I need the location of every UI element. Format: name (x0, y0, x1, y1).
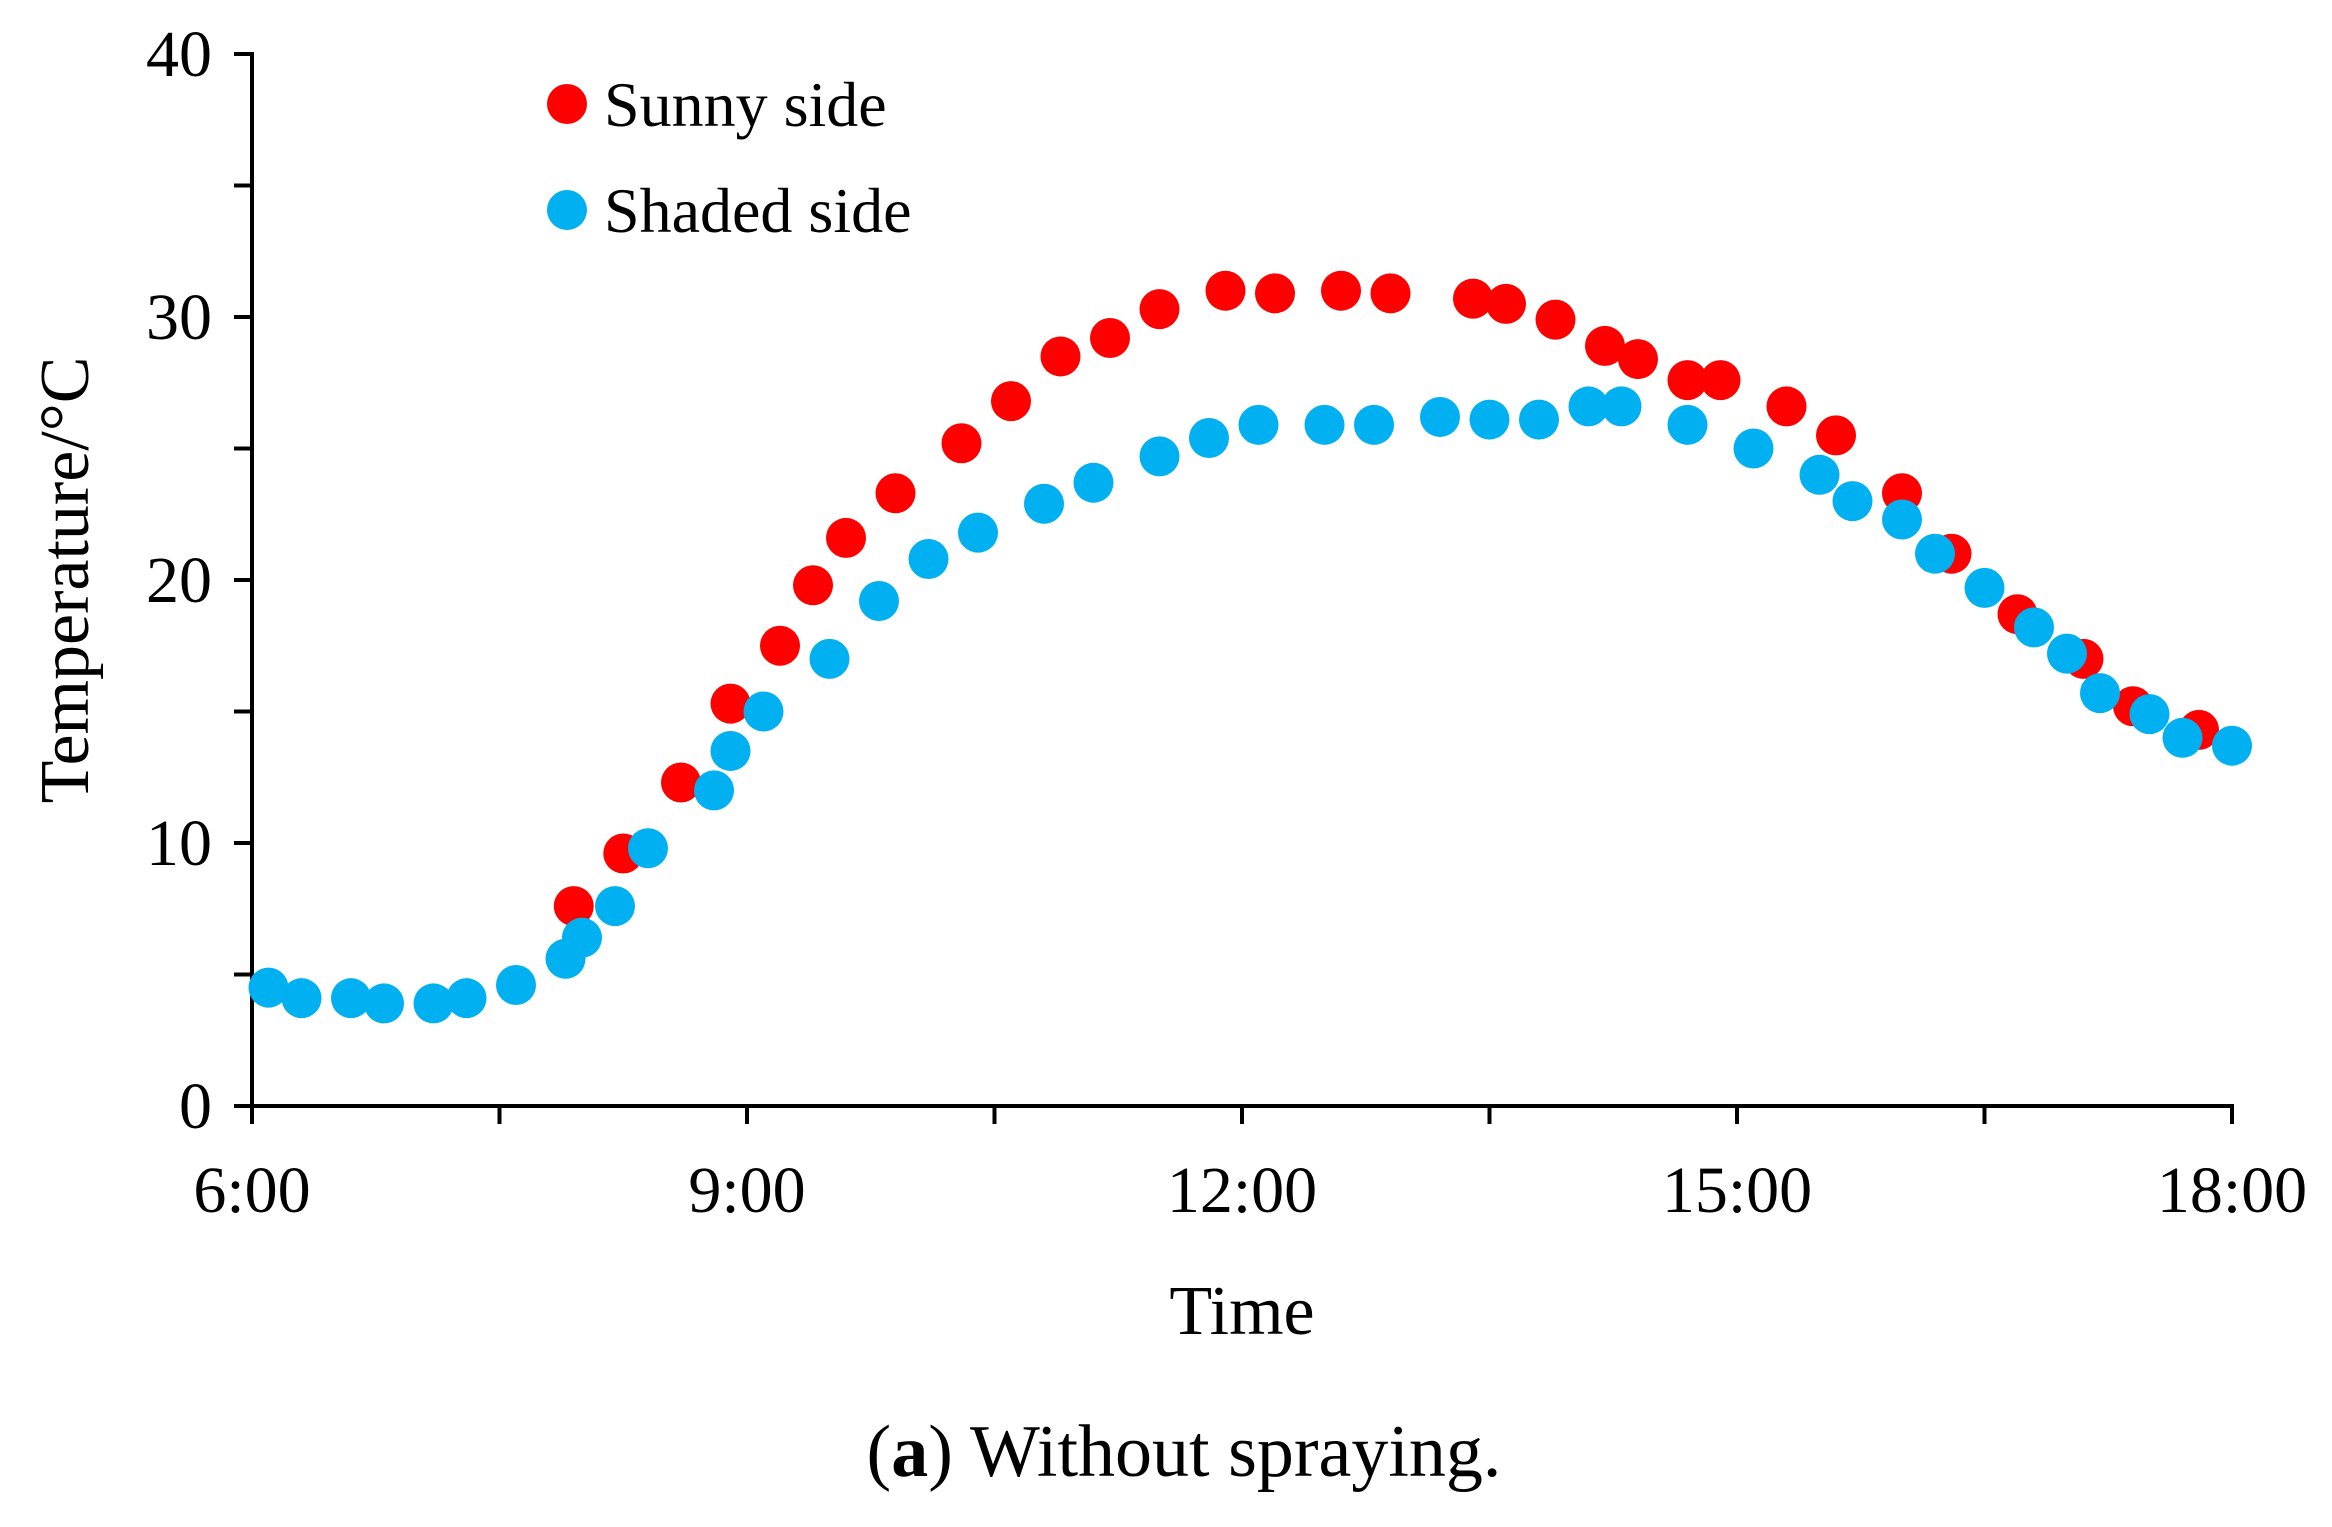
data-point (446, 978, 487, 1019)
data-point (743, 691, 784, 732)
data-point (1915, 533, 1955, 574)
data-point (1832, 481, 1873, 522)
data-point (694, 770, 734, 811)
data-point (2129, 694, 2170, 735)
legend-marker (547, 190, 587, 230)
data-point (1040, 336, 1081, 377)
data-point (1304, 404, 1345, 445)
data-point (1205, 270, 1246, 311)
data-point (496, 965, 536, 1006)
tick-labels: 0 10 20 30 40 6:00 9:00 12:00 15:00 18:00 (146, 18, 2307, 1227)
data-point (1255, 273, 1295, 314)
data-point (710, 730, 751, 771)
data-point (2047, 633, 2087, 674)
data-point (553, 886, 594, 927)
data-point (1667, 404, 1708, 445)
data-point (809, 638, 850, 679)
data-point (908, 538, 949, 579)
data-point (1535, 299, 1576, 340)
data-point (1519, 399, 1559, 440)
x-tick-label: 15:00 (1662, 1154, 1812, 1227)
data-point (1073, 462, 1114, 503)
caption-text: Without spraying. (953, 1411, 1502, 1493)
data-point (1733, 428, 1774, 469)
data-point (826, 517, 866, 558)
caption-open-paren: ( (867, 1411, 892, 1493)
data-point (710, 683, 751, 724)
x-tick-label: 18:00 (2157, 1154, 2307, 1227)
data-point (1816, 415, 1856, 456)
data-point (875, 473, 916, 514)
legend-label: Sunny side (604, 69, 887, 140)
data-point (1568, 386, 1609, 427)
data-point (991, 381, 1031, 422)
data-point (1139, 289, 1180, 330)
x-tick-label: 6:00 (193, 1154, 310, 1227)
legend-label: Shaded side (604, 175, 912, 246)
data-point (1618, 339, 1658, 380)
data-point (859, 581, 899, 622)
data-point (1090, 318, 1130, 359)
caption-letter: a (891, 1411, 928, 1493)
x-axis-title: Time (1169, 1273, 1314, 1350)
data-series (248, 270, 2252, 1024)
data-point (281, 978, 322, 1019)
y-tick-label: 40 (146, 18, 212, 91)
data-point (595, 886, 635, 927)
data-point (1882, 499, 1922, 540)
data-point (628, 828, 668, 869)
axes (234, 52, 2234, 1124)
y-tick-label: 20 (146, 544, 212, 617)
data-point (1420, 396, 1460, 437)
data-point (2080, 673, 2120, 714)
data-point (793, 565, 833, 606)
data-point (1601, 386, 1642, 427)
data-point (413, 983, 454, 1024)
data-point (1370, 273, 1411, 314)
data-point (1238, 404, 1279, 445)
data-point (941, 423, 982, 464)
data-point (1354, 404, 1394, 445)
data-point (760, 625, 800, 666)
figure-caption: (a) Without spraying. (867, 1411, 1502, 1493)
data-point (1700, 360, 1741, 401)
data-point (1139, 436, 1180, 477)
data-point (248, 967, 289, 1008)
data-point (1453, 278, 1493, 319)
x-tick-label: 12:00 (1167, 1154, 1317, 1227)
data-point (2162, 717, 2203, 758)
data-point (1964, 567, 2005, 608)
data-point (1766, 386, 1807, 427)
series-shaded-side (248, 386, 2252, 1024)
data-point (1486, 283, 1526, 324)
data-point (331, 978, 371, 1019)
data-point (2212, 725, 2252, 766)
y-tick-label: 10 (146, 807, 212, 880)
data-point (1799, 454, 1840, 495)
y-tick-label: 30 (146, 281, 212, 354)
data-point (2014, 607, 2054, 648)
data-point (1469, 399, 1510, 440)
data-point (661, 762, 701, 803)
data-point (364, 983, 404, 1024)
legend: Sunny side Shaded side (547, 69, 912, 246)
data-point (1024, 483, 1064, 524)
data-point (1189, 417, 1229, 458)
data-point (562, 917, 602, 958)
y-axis-title: Temperature/°C (27, 357, 104, 804)
y-tick-label: 0 (179, 1070, 212, 1143)
data-point (1585, 325, 1625, 366)
data-point (1321, 270, 1361, 311)
caption-close-paren: ) (928, 1411, 953, 1493)
legend-marker (547, 84, 587, 124)
x-tick-label: 9:00 (688, 1154, 805, 1227)
data-point (1667, 360, 1708, 401)
data-point (958, 512, 998, 553)
